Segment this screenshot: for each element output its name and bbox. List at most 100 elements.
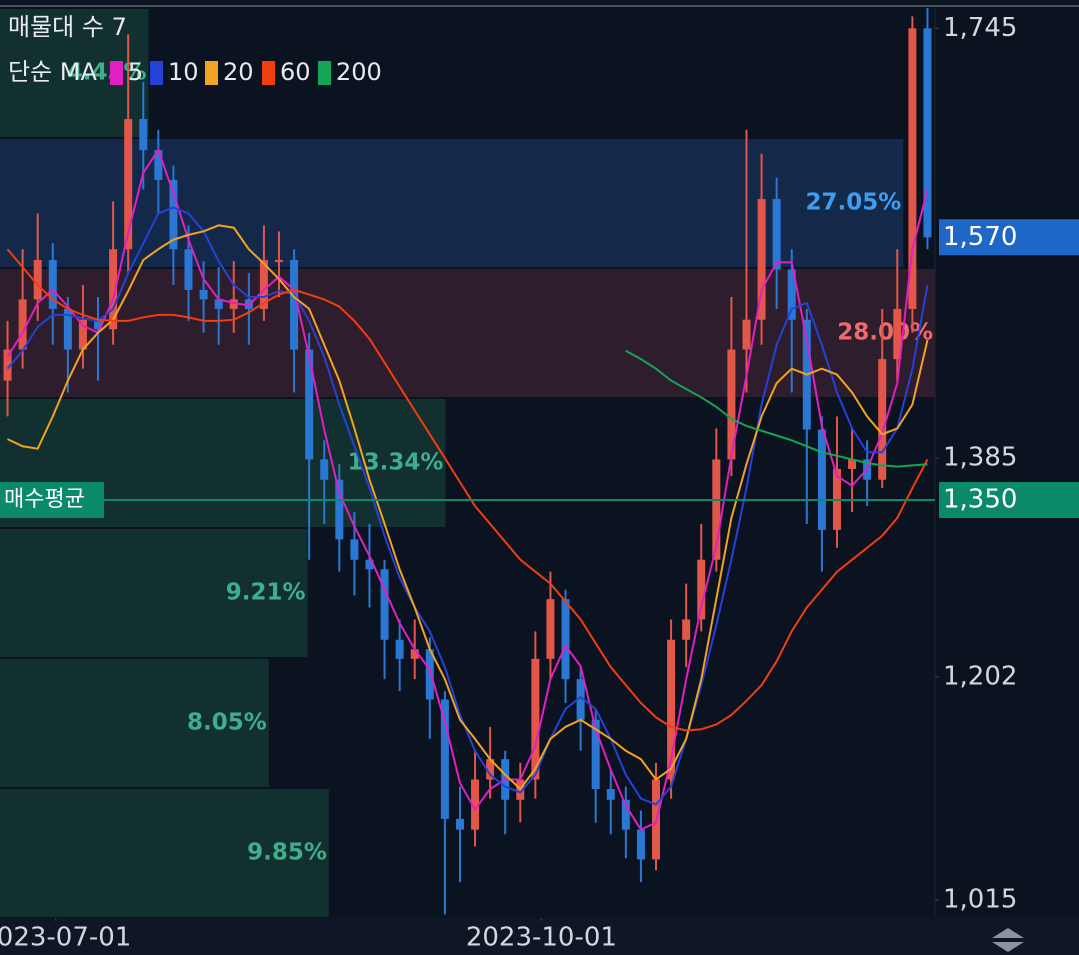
candle-body xyxy=(486,759,495,780)
price-name-box xyxy=(0,482,104,519)
legend-label: 60 xyxy=(280,58,311,86)
candle-body xyxy=(139,119,148,151)
candle-body xyxy=(33,259,42,300)
price-name: 매수평균 xyxy=(4,487,85,512)
candle-body xyxy=(18,299,27,350)
candle-body xyxy=(274,259,283,262)
legend-swatch xyxy=(205,61,218,85)
candle-body xyxy=(259,259,268,309)
legend-swatch xyxy=(318,61,331,85)
profile-label: 27.05% xyxy=(805,190,901,216)
candle-body xyxy=(606,789,615,800)
price-label: 1,350 xyxy=(943,485,1017,515)
legend-label: 10 xyxy=(168,58,199,86)
candle-body xyxy=(320,459,329,480)
candle-body xyxy=(878,359,887,480)
candle-body xyxy=(169,179,178,250)
candle-body xyxy=(48,259,57,309)
candle-body xyxy=(621,799,630,830)
price-label-box xyxy=(939,219,1079,256)
candle-body xyxy=(682,619,691,640)
candle-body xyxy=(109,249,118,330)
candle-body xyxy=(757,199,766,320)
candle-body xyxy=(848,459,857,469)
candle-body xyxy=(591,719,600,790)
candle-body xyxy=(787,269,796,320)
ma-line xyxy=(7,224,929,791)
candle-body xyxy=(350,539,359,560)
profile-label: 8.05% xyxy=(187,710,267,736)
volume-profile: 9.85%8.05%9.21%13.34%28.00%27.05%4.45% xyxy=(0,9,935,917)
price-label: 1,570 xyxy=(943,222,1017,252)
candle-body xyxy=(893,308,902,360)
candle-body xyxy=(425,649,434,700)
candle-body xyxy=(712,459,721,560)
legend-swatch xyxy=(150,61,163,85)
y-tick-label: 1,015 xyxy=(943,885,1017,915)
candle-body xyxy=(471,779,480,830)
legend-label: 20 xyxy=(223,58,254,86)
ma-line xyxy=(6,206,929,806)
ma-line xyxy=(6,248,929,732)
legend-title: 매물대 수 7 xyxy=(8,13,127,41)
candle-body xyxy=(923,28,932,238)
y-tick-label: 1,385 xyxy=(943,443,1017,473)
legend: 매물대 수 7 단순 MA 5 10 20 60 200 xyxy=(8,13,382,86)
candle-body xyxy=(380,569,389,640)
profile-band xyxy=(0,269,935,397)
y-tick-label: 1,202 xyxy=(943,661,1017,691)
candle-body xyxy=(455,818,464,830)
profile-band xyxy=(0,659,269,787)
legend-label: 200 xyxy=(336,58,382,86)
legend-swatch xyxy=(262,61,275,85)
y-tick-label: 1,745 xyxy=(943,13,1017,43)
candle-body xyxy=(727,349,736,460)
x-tick-label: 2023-10-01 xyxy=(466,923,617,953)
x-axis-area xyxy=(0,918,1079,955)
profile-label: 9.85% xyxy=(247,840,327,866)
candle-body xyxy=(742,319,751,350)
candle-body xyxy=(94,319,103,330)
ma-line xyxy=(6,147,929,831)
candle-body xyxy=(697,559,706,620)
candle-body xyxy=(817,429,826,530)
x-tick-label: 2023-07-01 xyxy=(0,923,131,953)
candle-body xyxy=(772,199,781,270)
candle-body xyxy=(576,679,585,720)
scroll-icon[interactable] xyxy=(992,928,1024,952)
profile-band xyxy=(0,529,308,657)
candle-body xyxy=(229,299,238,309)
candle-body xyxy=(3,349,12,381)
ma-line xyxy=(625,349,928,468)
candle-body xyxy=(199,289,208,300)
candle-body xyxy=(636,829,645,860)
candle-body xyxy=(395,639,404,659)
labels: 1,015 1,202 1,385 1,745 2023-07-01 2023-10-01… xyxy=(0,13,1079,953)
candle-body xyxy=(440,699,449,819)
profile-band xyxy=(0,9,149,137)
candle-body xyxy=(531,658,540,780)
candle-body xyxy=(335,479,344,540)
price-label-box xyxy=(939,482,1079,519)
profile-label: 4.45% xyxy=(67,60,147,86)
legend-label: 5 xyxy=(128,58,143,86)
profile-band xyxy=(0,789,329,917)
profile-label: 9.21% xyxy=(226,580,306,606)
candle-body xyxy=(561,599,570,680)
candle-body xyxy=(410,649,419,659)
candle-body xyxy=(908,28,917,309)
candle-body xyxy=(546,599,555,659)
candle-body xyxy=(290,259,299,350)
legend-ma-label: 단순 MA xyxy=(8,58,97,86)
candle-body xyxy=(214,299,223,309)
legend-swatch xyxy=(110,61,123,85)
candle-body xyxy=(667,639,676,780)
candle-body xyxy=(184,249,193,290)
candle-body xyxy=(154,150,163,180)
candle-body xyxy=(78,319,87,350)
candle-body xyxy=(365,559,374,570)
candle-body xyxy=(63,308,72,350)
candle-body xyxy=(124,119,133,250)
